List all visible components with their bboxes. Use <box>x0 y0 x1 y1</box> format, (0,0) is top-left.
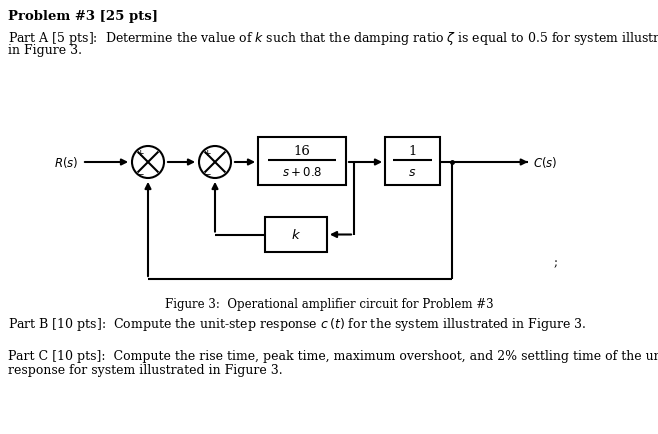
Text: response for system illustrated in Figure 3.: response for system illustrated in Figur… <box>8 363 283 376</box>
Text: Part B [10 pts]:  Compute the unit-step response $c\,(t)$ for the system illustr: Part B [10 pts]: Compute the unit-step r… <box>8 315 587 332</box>
Text: 1: 1 <box>409 145 417 158</box>
Text: $C(s)$: $C(s)$ <box>533 155 557 170</box>
Bar <box>265 217 327 253</box>
Text: +: + <box>203 148 211 157</box>
Text: 16: 16 <box>293 145 311 158</box>
Text: $s+0.8$: $s+0.8$ <box>282 166 322 179</box>
Text: Part C [10 pts]:  Compute the rise time, peak time, maximum overshoot, and 2% se: Part C [10 pts]: Compute the rise time, … <box>8 349 658 362</box>
Text: −: − <box>136 168 143 178</box>
Text: Figure 3:  Operational amplifier circuit for Problem #3: Figure 3: Operational amplifier circuit … <box>164 297 494 310</box>
Text: $s$: $s$ <box>409 166 417 179</box>
Text: in Figure 3.: in Figure 3. <box>8 44 82 57</box>
Text: Problem #3 [25 pts]: Problem #3 [25 pts] <box>8 10 158 23</box>
Bar <box>385 138 440 186</box>
Text: +: + <box>136 148 143 157</box>
Text: $k$: $k$ <box>291 228 301 242</box>
Text: $R(s)$: $R(s)$ <box>53 155 78 170</box>
Text: −: − <box>203 168 211 178</box>
Text: ;: ; <box>554 256 558 269</box>
Text: Part A [5 pts]:  Determine the value of $k$ such that the damping ratio $\zeta$ : Part A [5 pts]: Determine the value of $… <box>8 30 658 47</box>
Bar <box>258 138 346 186</box>
